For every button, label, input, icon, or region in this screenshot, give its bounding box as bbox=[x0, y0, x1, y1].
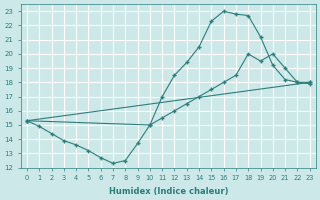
X-axis label: Humidex (Indice chaleur): Humidex (Indice chaleur) bbox=[108, 187, 228, 196]
